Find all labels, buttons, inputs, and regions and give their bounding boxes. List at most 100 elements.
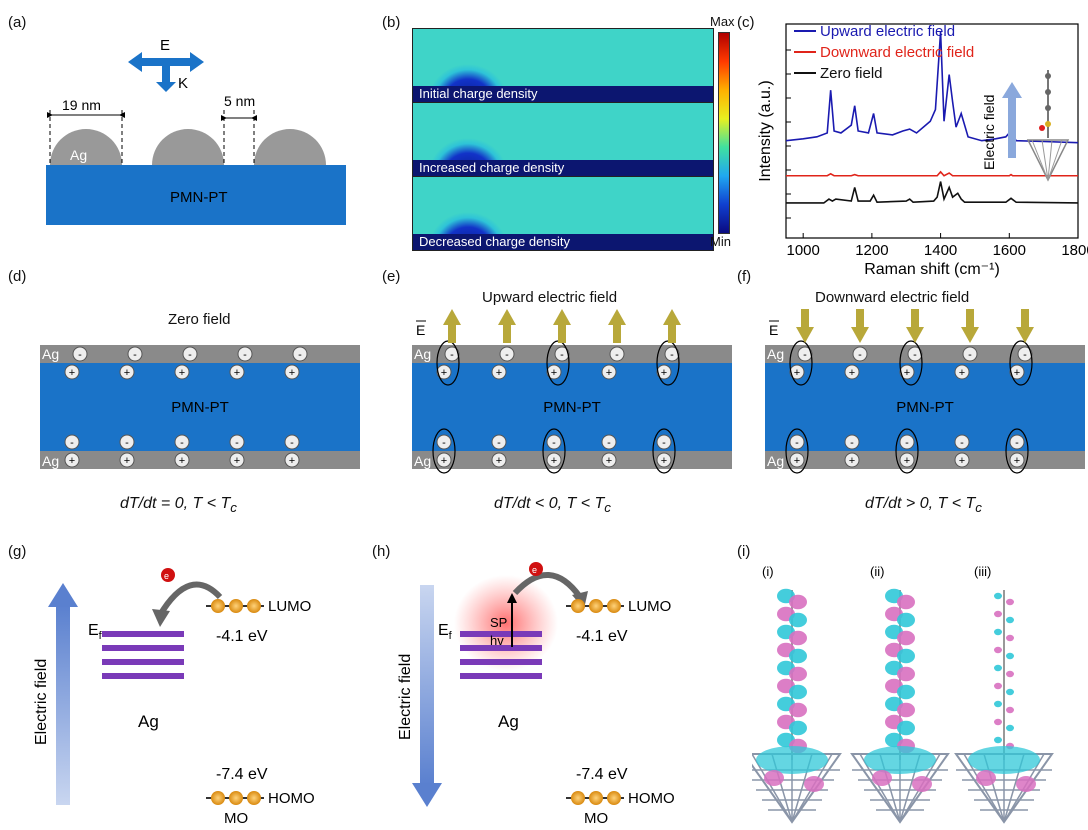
field-arrow-down — [1016, 309, 1034, 343]
colorbar — [718, 32, 730, 234]
negative-charge — [601, 434, 617, 450]
negative-charge — [797, 346, 813, 362]
ag-bottom-layer — [412, 451, 732, 469]
charge-map-caption: Initial charge density — [413, 86, 713, 102]
charge-map-caption: Decreased charge density — [413, 234, 713, 250]
ag-label: Ag — [138, 712, 159, 731]
pmn-pt-layer — [40, 363, 360, 451]
inset-field-arrow — [1008, 96, 1016, 158]
panel-i-orbitals: (i) (ii) (iii) — [752, 564, 1054, 824]
positive-charge-sign: + — [69, 367, 75, 379]
fermi-levels — [460, 631, 542, 679]
label-g: (g) — [8, 543, 27, 560]
label-i: (i) — [737, 543, 751, 560]
positive-charge — [64, 452, 80, 468]
panel-g-energy-diagram: Electric field Ef Ag e LUMO -4.1 eV -7.4… — [33, 568, 315, 827]
positive-charge-sign: + — [69, 455, 75, 467]
negative-charge-sign: - — [505, 349, 509, 361]
caption-text: dT/dt > 0, T < T — [865, 495, 976, 512]
dipole-pair-outline — [1009, 340, 1033, 386]
orbital-label-iii: (iii) — [974, 564, 991, 579]
positive-charge — [229, 452, 245, 468]
positive-charge — [284, 364, 300, 380]
homo-energy: -7.4 eV — [216, 766, 268, 783]
ef-label: Ef — [88, 622, 103, 642]
negative-charge-sign: - — [125, 437, 129, 449]
positive-charge-sign: + — [959, 455, 965, 467]
gap-5nm-label: 5 nm — [224, 93, 255, 109]
lumo-energy: -4.1 eV — [216, 628, 268, 645]
colorbar-min: Min — [710, 234, 731, 249]
positive-charge-sign: + — [124, 455, 130, 467]
panel-d-caption: dT/dt = 0, T < Tc — [120, 495, 237, 515]
positive-charge-sign: + — [959, 367, 965, 379]
dipole-pair-outline — [789, 340, 813, 386]
negative-charge — [609, 346, 625, 362]
x-tick-label: 1400 — [924, 242, 957, 259]
x-tick-label: 1200 — [855, 242, 888, 259]
positive-charge — [954, 364, 970, 380]
homo-label: HOMO — [268, 790, 315, 807]
positive-charge — [284, 452, 300, 468]
negative-charge — [292, 346, 308, 362]
label-c: (c) — [737, 14, 755, 31]
negative-charge-sign: - — [188, 349, 192, 361]
caption-sub: c — [975, 500, 982, 516]
positive-charge-sign: + — [496, 455, 502, 467]
positive-charge — [899, 452, 915, 468]
ag-label: Ag — [42, 346, 59, 362]
label-a: (a) — [8, 14, 27, 31]
negative-charge — [1017, 346, 1033, 362]
positive-charge — [789, 452, 805, 468]
gap-19nm-label: 19 nm — [62, 97, 101, 113]
negative-charge — [64, 434, 80, 450]
panel-a-diagram: E K 19 nm 5 nm Ag PMN-PT — [46, 37, 346, 225]
field-arrow-up — [498, 309, 516, 343]
negative-charge — [229, 434, 245, 450]
positive-charge — [954, 452, 970, 468]
ag-particle — [152, 129, 224, 165]
ag-top-layer — [412, 345, 732, 363]
ag-bottom-layer — [765, 451, 1085, 469]
positive-charge — [174, 364, 190, 380]
positive-charge-sign: + — [794, 455, 800, 467]
positive-charge-sign: + — [661, 367, 667, 379]
negative-charge — [499, 346, 515, 362]
positive-charge — [1009, 364, 1025, 380]
positive-charge — [491, 364, 507, 380]
field-arrow-shaft — [56, 605, 70, 805]
caption-text: dT/dt < 0, T < T — [494, 495, 605, 512]
ef-label: Ef — [438, 622, 453, 642]
pmn-pt-label: PMN-PT — [171, 399, 229, 416]
e-label: E — [160, 37, 170, 54]
positive-charge-sign: + — [904, 367, 910, 379]
molecule-on-cluster — [752, 588, 842, 824]
lumo-energy: -4.1 eV — [576, 628, 628, 645]
negative-charge — [907, 346, 923, 362]
e-vector-label: E — [769, 322, 778, 338]
lumo-label: LUMO — [268, 598, 311, 615]
positive-charge — [546, 452, 562, 468]
charge-map-increased: Increased charge density — [412, 102, 714, 177]
field-label: Electric field — [33, 659, 50, 745]
panel-e-caption: dT/dt < 0, T < Tc — [494, 495, 611, 515]
ag-particle — [50, 129, 122, 165]
dipole-pair-outline — [652, 428, 676, 474]
negative-charge — [72, 346, 88, 362]
lumo-label: LUMO — [628, 598, 671, 615]
orbital-label-i: (i) — [762, 564, 774, 579]
positive-charge-sign: + — [849, 455, 855, 467]
lumo-level — [566, 599, 624, 613]
panel-b: Initial charge density Increased charge … — [412, 14, 742, 251]
ag-top-layer — [40, 345, 360, 363]
negative-charge-sign: - — [1023, 349, 1027, 361]
charge-map-initial: Initial charge density — [412, 28, 714, 103]
homo-energy: -7.4 eV — [576, 766, 628, 783]
y-axis-label: Intensity (a.u.) — [757, 80, 774, 181]
positive-charge-sign: + — [289, 367, 295, 379]
negative-charge-sign: - — [70, 437, 74, 449]
positive-charge — [656, 452, 672, 468]
dipole-pair-outline — [895, 428, 919, 474]
